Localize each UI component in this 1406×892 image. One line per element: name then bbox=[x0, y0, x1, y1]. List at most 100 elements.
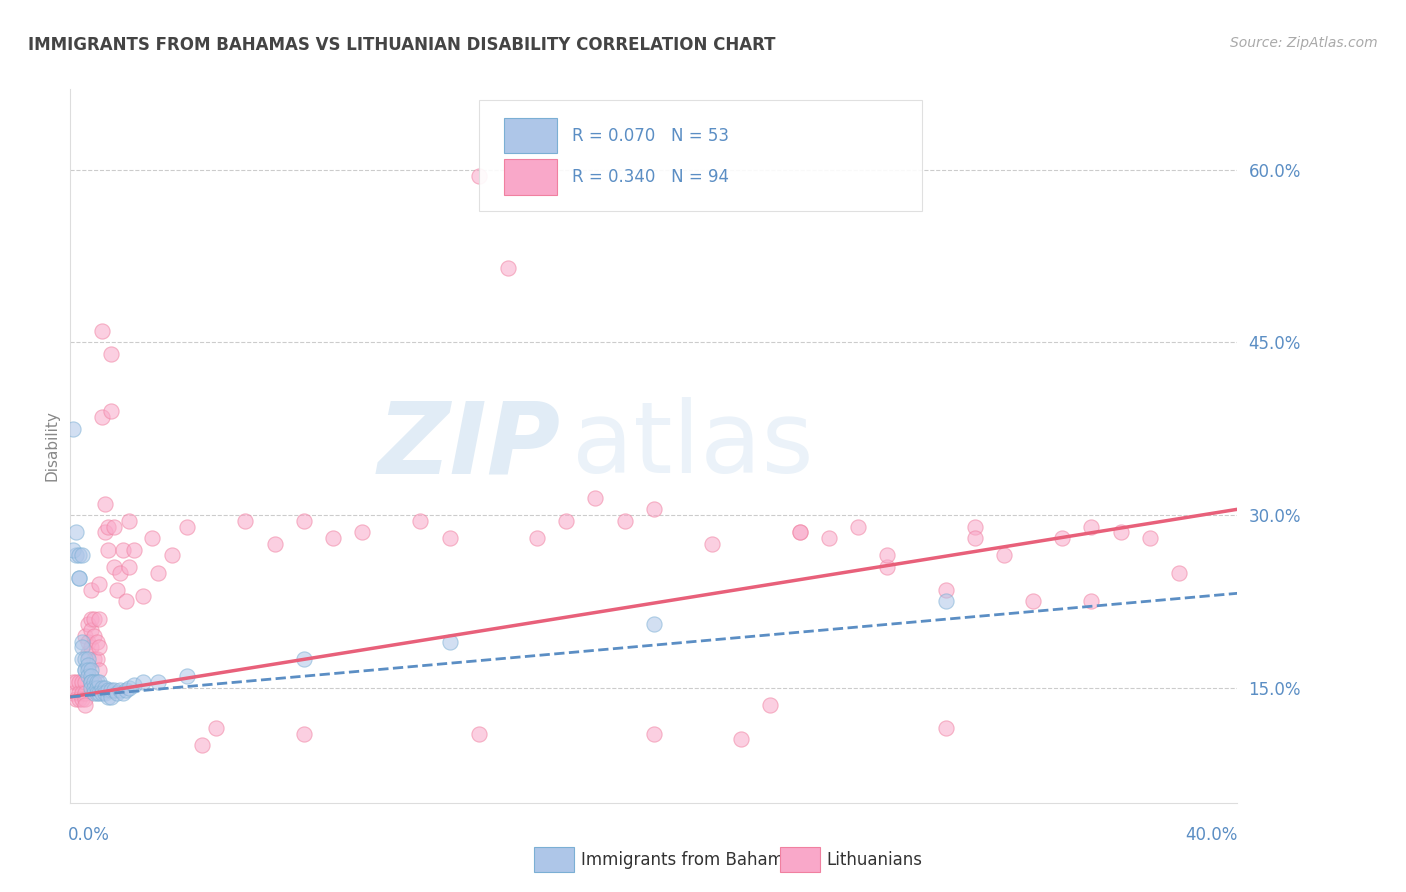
Point bbox=[70, 692, 93, 706]
Point bbox=[86, 652, 108, 666]
Point bbox=[76, 646, 98, 660]
Point bbox=[108, 566, 131, 580]
Point bbox=[73, 692, 96, 706]
FancyBboxPatch shape bbox=[505, 118, 557, 153]
Point bbox=[846, 519, 869, 533]
Point bbox=[70, 640, 93, 655]
Text: Lithuanians: Lithuanians bbox=[827, 851, 922, 869]
Point bbox=[83, 652, 105, 666]
Point bbox=[67, 571, 90, 585]
Point bbox=[76, 657, 98, 672]
Point bbox=[65, 549, 87, 563]
Point bbox=[73, 664, 96, 678]
Point bbox=[132, 589, 155, 603]
Point bbox=[67, 675, 90, 690]
Point bbox=[80, 623, 103, 637]
Point bbox=[322, 531, 344, 545]
Point bbox=[162, 549, 184, 563]
Point bbox=[963, 531, 986, 545]
FancyBboxPatch shape bbox=[505, 159, 557, 194]
Point bbox=[73, 698, 96, 712]
Point bbox=[205, 721, 228, 735]
Point bbox=[876, 559, 898, 574]
Point bbox=[62, 686, 84, 700]
Point bbox=[70, 549, 93, 563]
Point bbox=[934, 721, 956, 735]
Point bbox=[97, 683, 120, 698]
Point bbox=[83, 675, 105, 690]
Point bbox=[124, 678, 146, 692]
Point bbox=[1022, 594, 1045, 608]
Point bbox=[80, 664, 103, 678]
Point bbox=[86, 634, 108, 648]
Point bbox=[73, 686, 96, 700]
Point bbox=[76, 634, 98, 648]
Text: R = 0.070   N = 53: R = 0.070 N = 53 bbox=[572, 127, 730, 145]
Point bbox=[70, 652, 93, 666]
Point bbox=[65, 692, 87, 706]
Point bbox=[105, 582, 128, 597]
Point bbox=[118, 514, 141, 528]
Point bbox=[190, 738, 212, 752]
Point bbox=[67, 549, 90, 563]
Point bbox=[103, 559, 125, 574]
Point bbox=[80, 612, 103, 626]
Point bbox=[176, 519, 198, 533]
Point bbox=[292, 514, 315, 528]
Point bbox=[111, 686, 134, 700]
Text: 40.0%: 40.0% bbox=[1185, 826, 1237, 844]
Point bbox=[146, 566, 169, 580]
Point bbox=[643, 502, 665, 516]
Point bbox=[94, 525, 117, 540]
Point bbox=[97, 542, 120, 557]
Point bbox=[468, 169, 491, 183]
Point bbox=[114, 683, 136, 698]
Point bbox=[89, 640, 111, 655]
Point bbox=[108, 683, 131, 698]
Point bbox=[80, 675, 103, 690]
Point bbox=[89, 675, 111, 690]
Point bbox=[70, 675, 93, 690]
Point bbox=[146, 675, 169, 690]
Point bbox=[789, 525, 811, 540]
Point bbox=[97, 690, 120, 704]
Point bbox=[934, 594, 956, 608]
Point bbox=[62, 542, 84, 557]
Text: R = 0.340   N = 94: R = 0.340 N = 94 bbox=[572, 168, 730, 186]
Point bbox=[89, 612, 111, 626]
Point bbox=[409, 514, 432, 528]
Point bbox=[80, 681, 103, 695]
Point bbox=[818, 531, 841, 545]
Point bbox=[73, 629, 96, 643]
Point bbox=[91, 410, 114, 425]
Point bbox=[613, 514, 636, 528]
Point bbox=[1080, 594, 1102, 608]
Point bbox=[468, 727, 491, 741]
Point bbox=[1139, 531, 1161, 545]
Point bbox=[91, 681, 114, 695]
Point bbox=[62, 675, 84, 690]
Point bbox=[103, 683, 125, 698]
Point bbox=[439, 634, 461, 648]
Point bbox=[496, 260, 519, 275]
Point bbox=[67, 692, 90, 706]
Point bbox=[65, 525, 87, 540]
Point bbox=[100, 404, 122, 418]
Point bbox=[62, 422, 84, 436]
Text: Source: ZipAtlas.com: Source: ZipAtlas.com bbox=[1230, 36, 1378, 50]
Text: atlas: atlas bbox=[572, 398, 814, 494]
Point bbox=[263, 537, 285, 551]
Point bbox=[585, 491, 607, 505]
Point bbox=[76, 652, 98, 666]
Point bbox=[67, 571, 90, 585]
Point bbox=[86, 686, 108, 700]
Point bbox=[555, 514, 578, 528]
Point bbox=[233, 514, 256, 528]
Point bbox=[114, 594, 136, 608]
Point bbox=[118, 559, 141, 574]
Point bbox=[86, 681, 108, 695]
Point bbox=[132, 675, 155, 690]
Point bbox=[103, 519, 125, 533]
Point bbox=[89, 664, 111, 678]
Point bbox=[73, 675, 96, 690]
